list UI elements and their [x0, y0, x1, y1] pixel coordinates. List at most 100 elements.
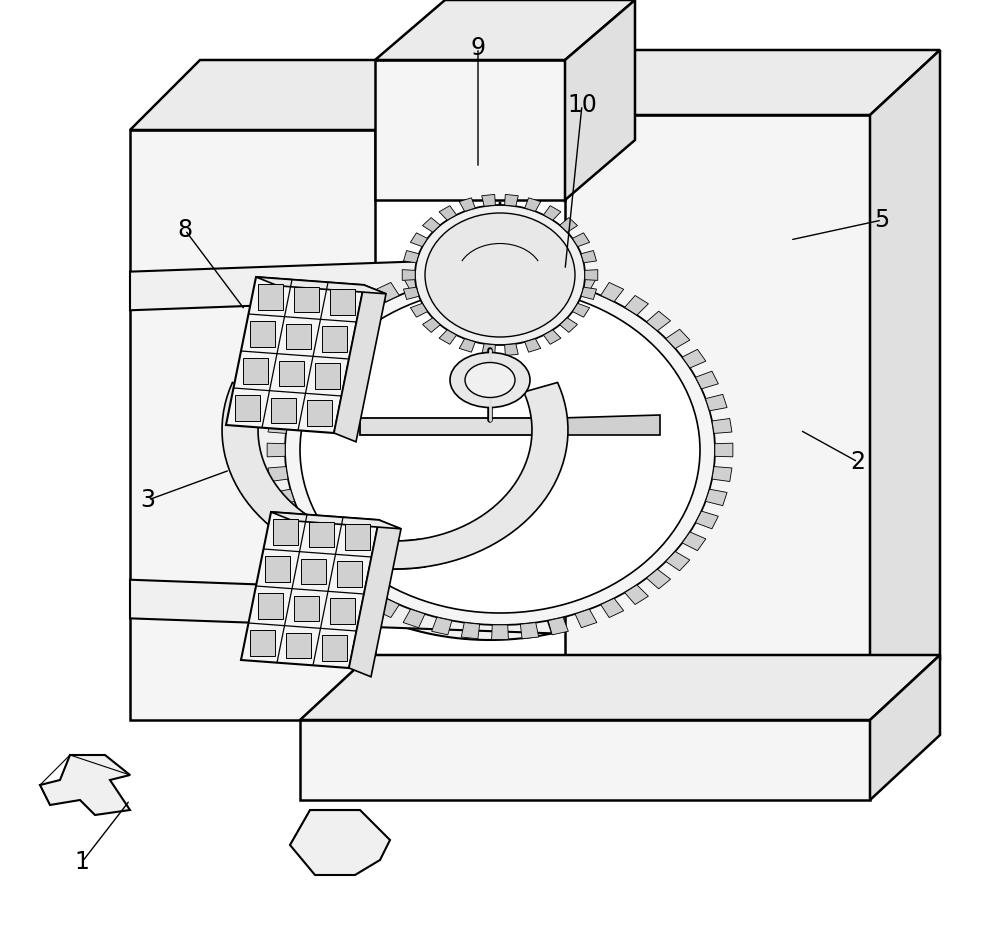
Polygon shape	[345, 524, 370, 550]
Polygon shape	[581, 251, 596, 263]
Polygon shape	[505, 194, 518, 206]
Polygon shape	[250, 250, 552, 640]
Text: 5: 5	[874, 208, 890, 232]
Polygon shape	[226, 277, 364, 433]
Polygon shape	[625, 296, 648, 315]
Polygon shape	[243, 358, 268, 383]
Polygon shape	[403, 609, 425, 628]
Ellipse shape	[465, 363, 515, 397]
Ellipse shape	[285, 275, 715, 625]
Polygon shape	[130, 130, 375, 720]
Polygon shape	[439, 205, 456, 220]
Ellipse shape	[425, 213, 575, 337]
Polygon shape	[282, 511, 304, 529]
Polygon shape	[492, 260, 508, 275]
Polygon shape	[337, 562, 362, 587]
Text: 8: 8	[177, 218, 193, 242]
Polygon shape	[525, 339, 541, 352]
Polygon shape	[461, 261, 480, 277]
Polygon shape	[403, 272, 425, 291]
Polygon shape	[565, 0, 635, 200]
Polygon shape	[646, 569, 671, 589]
Polygon shape	[666, 329, 690, 349]
Polygon shape	[273, 489, 294, 506]
Polygon shape	[572, 233, 590, 246]
Polygon shape	[222, 383, 425, 569]
Polygon shape	[560, 318, 578, 332]
Polygon shape	[712, 419, 732, 434]
Polygon shape	[265, 556, 290, 582]
Polygon shape	[585, 270, 598, 280]
Polygon shape	[482, 343, 495, 355]
Polygon shape	[492, 625, 508, 639]
Polygon shape	[410, 303, 428, 317]
Polygon shape	[712, 466, 732, 481]
Polygon shape	[365, 383, 568, 569]
Ellipse shape	[415, 205, 585, 345]
Polygon shape	[565, 115, 870, 720]
Polygon shape	[422, 318, 440, 332]
Polygon shape	[286, 633, 311, 659]
Polygon shape	[520, 261, 539, 277]
Polygon shape	[682, 532, 706, 550]
Polygon shape	[461, 622, 480, 639]
Polygon shape	[706, 489, 727, 506]
Polygon shape	[334, 285, 386, 442]
Polygon shape	[572, 303, 590, 317]
Polygon shape	[301, 559, 326, 584]
Polygon shape	[402, 270, 415, 280]
Polygon shape	[375, 60, 565, 200]
Polygon shape	[307, 400, 332, 426]
Polygon shape	[268, 466, 288, 481]
Polygon shape	[439, 330, 456, 344]
Polygon shape	[666, 551, 690, 571]
Polygon shape	[404, 251, 419, 263]
Polygon shape	[330, 289, 355, 315]
Polygon shape	[520, 622, 539, 639]
Polygon shape	[322, 635, 347, 661]
Polygon shape	[525, 198, 541, 212]
Polygon shape	[706, 395, 727, 411]
Polygon shape	[432, 265, 452, 283]
Polygon shape	[870, 655, 940, 800]
Polygon shape	[581, 287, 596, 299]
Polygon shape	[360, 418, 560, 435]
Polygon shape	[271, 397, 296, 424]
Text: 2: 2	[850, 450, 866, 474]
Polygon shape	[375, 0, 635, 60]
Polygon shape	[548, 265, 568, 283]
Polygon shape	[544, 330, 561, 344]
Polygon shape	[315, 363, 340, 389]
Ellipse shape	[300, 287, 700, 613]
Polygon shape	[282, 371, 304, 389]
Polygon shape	[294, 349, 318, 368]
Polygon shape	[715, 443, 733, 457]
Ellipse shape	[450, 353, 530, 408]
Polygon shape	[258, 592, 283, 619]
Polygon shape	[256, 277, 386, 294]
Polygon shape	[544, 205, 561, 220]
Polygon shape	[870, 50, 940, 720]
Polygon shape	[482, 194, 495, 206]
Text: 1: 1	[75, 850, 89, 874]
Polygon shape	[352, 296, 375, 315]
Polygon shape	[130, 60, 445, 130]
Polygon shape	[130, 579, 552, 634]
Polygon shape	[250, 321, 275, 347]
Polygon shape	[560, 415, 660, 435]
Polygon shape	[625, 585, 648, 605]
Polygon shape	[271, 512, 401, 529]
Polygon shape	[352, 585, 375, 605]
Polygon shape	[130, 257, 552, 311]
Polygon shape	[250, 630, 275, 656]
Polygon shape	[601, 283, 624, 301]
Polygon shape	[267, 443, 285, 457]
Polygon shape	[322, 327, 347, 352]
Polygon shape	[329, 569, 354, 589]
Polygon shape	[459, 339, 475, 352]
Polygon shape	[235, 395, 260, 421]
Polygon shape	[329, 312, 354, 331]
Polygon shape	[349, 520, 401, 676]
Polygon shape	[258, 284, 283, 310]
Polygon shape	[459, 198, 475, 212]
